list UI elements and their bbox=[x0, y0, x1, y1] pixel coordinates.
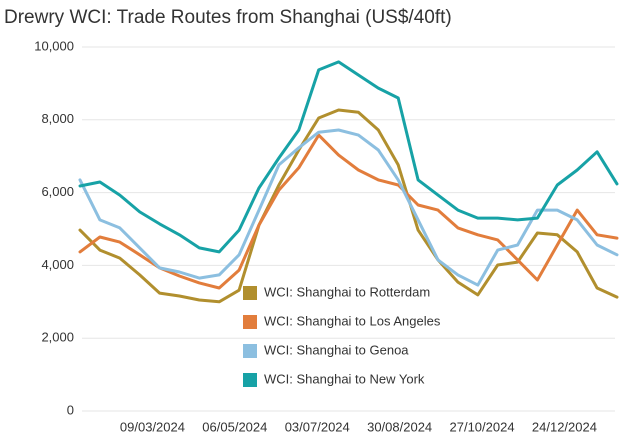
chart-title: Drewry WCI: Trade Routes from Shanghai (… bbox=[4, 7, 452, 28]
legend-swatch bbox=[243, 373, 257, 387]
line-series bbox=[78, 133, 619, 290]
x-tick-label: 03/07/2024 bbox=[285, 419, 350, 434]
y-tick-label: 2,000 bbox=[41, 330, 74, 345]
legend-swatch bbox=[243, 286, 257, 300]
legend-label: WCI: Shanghai to Rotterdam bbox=[264, 284, 430, 299]
x-tick-label: 30/08/2024 bbox=[367, 419, 432, 434]
y-tick-label: 6,000 bbox=[41, 184, 74, 199]
legend-label: WCI: Shanghai to Los Angeles bbox=[264, 313, 441, 328]
x-tick-label: 09/03/2024 bbox=[120, 419, 185, 434]
y-tick-label: 0 bbox=[67, 402, 74, 417]
y-tick-label: 4,000 bbox=[41, 257, 74, 272]
legend-label: WCI: Shanghai to New York bbox=[264, 371, 425, 386]
legend-swatch bbox=[243, 315, 257, 329]
x-tick-label: 24/12/2024 bbox=[532, 419, 597, 434]
line-series bbox=[78, 60, 619, 254]
y-tick-label: 10,000 bbox=[34, 38, 74, 53]
legend-label: WCI: Shanghai to Genoa bbox=[264, 342, 409, 357]
line-series bbox=[78, 108, 619, 304]
legend-swatch bbox=[243, 344, 257, 358]
x-tick-label: 06/05/2024 bbox=[202, 419, 267, 434]
y-tick-label: 8,000 bbox=[41, 111, 74, 126]
line-series bbox=[78, 128, 619, 287]
x-tick-label: 27/10/2024 bbox=[450, 419, 515, 434]
